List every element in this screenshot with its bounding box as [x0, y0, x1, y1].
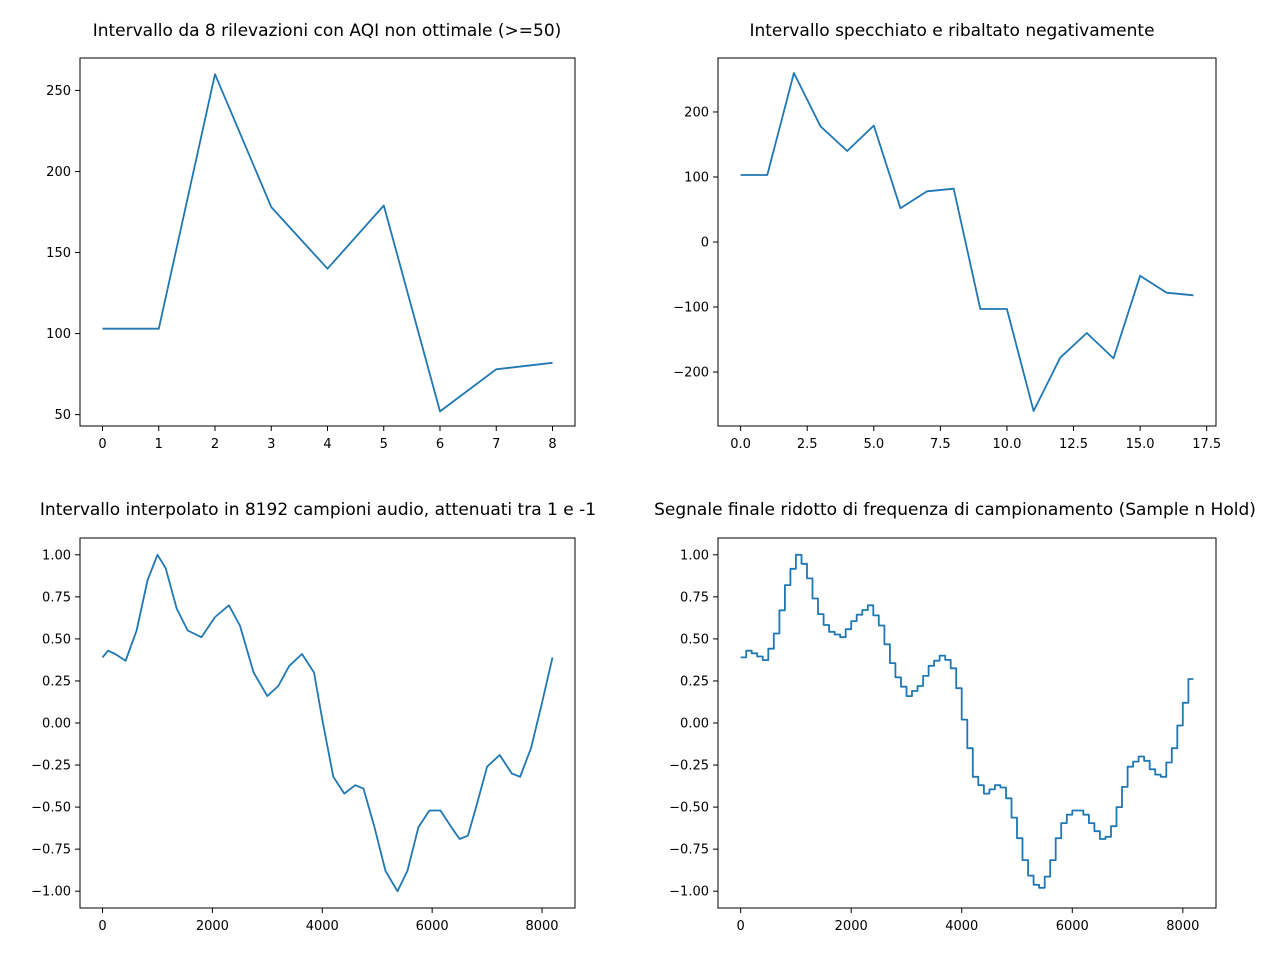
y-tick-label: −0.50: [669, 801, 709, 816]
x-tick-label: 5: [380, 437, 388, 452]
chart-title: Intervallo da 8 rilevazioni con AQI non …: [93, 21, 562, 41]
x-tick-label: 6: [436, 437, 444, 452]
x-tick-label: 4000: [945, 919, 978, 934]
y-tick-label: 1.00: [680, 548, 709, 563]
y-tick-label: 0.25: [680, 674, 709, 689]
y-tick-label: 200: [684, 105, 709, 120]
y-tick-label: 0.25: [42, 674, 71, 689]
y-tick-label: 150: [46, 246, 71, 261]
x-tick-label: 6000: [416, 919, 449, 934]
chart-title: Segnale finale ridotto di frequenza di c…: [654, 500, 1256, 520]
x-tick-label: 4000: [306, 919, 339, 934]
x-tick-label: 6000: [1056, 919, 1089, 934]
y-tick-label: −0.75: [669, 843, 709, 858]
x-tick-label: 2.5: [797, 437, 818, 452]
x-tick-label: 12.5: [1059, 437, 1088, 452]
y-tick-label: 100: [46, 327, 71, 342]
y-tick-label: 0.50: [680, 632, 709, 647]
series-line: [101, 553, 554, 893]
x-tick-label: 8000: [525, 919, 558, 934]
y-tick-label: 50: [54, 408, 71, 423]
series-line: [740, 553, 1194, 889]
x-tick-label: 17.5: [1192, 437, 1221, 452]
chart-panel-4: Segnale finale ridotto di frequenza di c…: [654, 500, 1256, 934]
chart-panel-3: Intervallo interpolato in 8192 campioni …: [31, 500, 596, 934]
y-tick-label: −200: [673, 366, 709, 381]
y-tick-label: −0.25: [669, 759, 709, 774]
y-tick-label: 250: [46, 84, 71, 99]
chart-title: Intervallo specchiato e ribaltato negati…: [749, 21, 1154, 41]
chart-title: Intervallo interpolato in 8192 campioni …: [40, 500, 596, 520]
x-tick-label: 3: [267, 437, 275, 452]
y-tick-label: 0.00: [680, 717, 709, 732]
y-tick-label: 200: [46, 165, 71, 180]
x-tick-label: 2: [211, 437, 219, 452]
y-tick-label: 0.75: [42, 590, 71, 605]
y-tick-label: −0.75: [31, 843, 71, 858]
x-tick-label: 4: [323, 437, 331, 452]
y-tick-label: −1.00: [669, 885, 709, 900]
chart-panel-2: Intervallo specchiato e ribaltato negati…: [673, 21, 1221, 452]
x-tick-label: 7: [492, 437, 500, 452]
series-line: [102, 73, 553, 413]
x-tick-label: 10.0: [992, 437, 1021, 452]
x-tick-label: 8000: [1166, 919, 1199, 934]
x-tick-label: 7.5: [930, 437, 951, 452]
x-tick-label: 8: [548, 437, 556, 452]
x-tick-label: 15.0: [1126, 437, 1155, 452]
x-tick-label: 0: [98, 437, 106, 452]
x-tick-label: 2000: [835, 919, 868, 934]
y-tick-label: 100: [684, 170, 709, 185]
y-tick-label: −0.25: [31, 759, 71, 774]
y-tick-label: 1.00: [42, 548, 71, 563]
y-tick-label: 0.00: [42, 717, 71, 732]
x-tick-label: 0: [98, 919, 106, 934]
y-tick-label: −100: [673, 301, 709, 316]
series-line: [740, 72, 1194, 412]
y-tick-label: −1.00: [31, 885, 71, 900]
x-tick-label: 0.0: [730, 437, 751, 452]
y-tick-label: −0.50: [31, 801, 71, 816]
y-tick-label: 0: [701, 236, 709, 251]
chart-panel-1: Intervallo da 8 rilevazioni con AQI non …: [46, 21, 576, 452]
x-tick-label: 0: [737, 919, 745, 934]
y-tick-label: 0.75: [680, 590, 709, 605]
x-tick-label: 5.0: [863, 437, 884, 452]
x-tick-label: 1: [155, 437, 163, 452]
x-tick-label: 2000: [196, 919, 229, 934]
y-tick-label: 0.50: [42, 632, 71, 647]
